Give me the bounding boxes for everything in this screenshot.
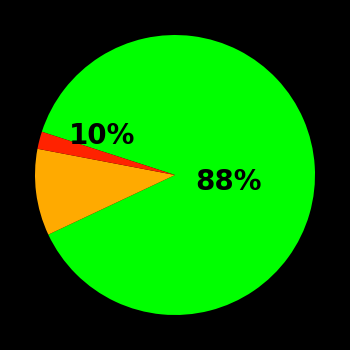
Wedge shape	[35, 149, 175, 234]
Text: 88%: 88%	[195, 168, 261, 196]
Wedge shape	[42, 35, 315, 315]
Text: 10%: 10%	[69, 122, 135, 150]
Wedge shape	[37, 132, 175, 175]
